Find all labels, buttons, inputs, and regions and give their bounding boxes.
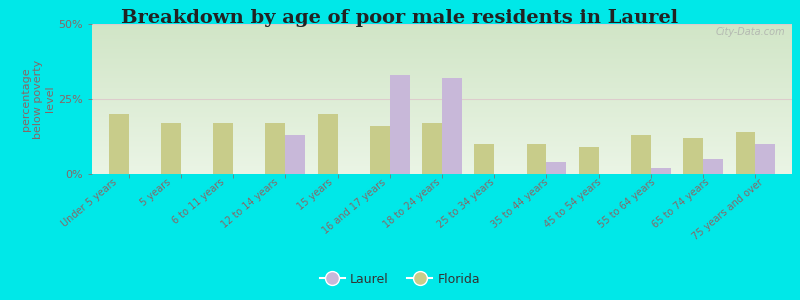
Bar	[109, 114, 129, 174]
Text: 55 to 64 years: 55 to 64 years	[597, 177, 658, 230]
Bar	[370, 126, 390, 174]
Bar	[579, 147, 598, 174]
Text: Breakdown by age of poor male residents in Laurel: Breakdown by age of poor male residents …	[122, 9, 678, 27]
Bar	[755, 144, 775, 174]
Text: 25 to 34 years: 25 to 34 years	[435, 177, 496, 230]
Bar	[422, 123, 442, 174]
Text: 65 to 74 years: 65 to 74 years	[650, 177, 711, 230]
Bar	[266, 123, 286, 174]
Text: 75 years and over: 75 years and over	[690, 177, 765, 242]
Bar	[318, 114, 338, 174]
Text: 6 to 11 years: 6 to 11 years	[171, 177, 226, 226]
Text: 18 to 24 years: 18 to 24 years	[382, 177, 442, 230]
Bar	[683, 138, 703, 174]
Bar	[631, 135, 651, 174]
Text: 5 years: 5 years	[138, 177, 173, 208]
Bar	[161, 123, 181, 174]
Text: 35 to 44 years: 35 to 44 years	[489, 177, 550, 230]
Bar	[703, 159, 723, 174]
Bar	[546, 162, 566, 174]
Text: 16 and 17 years: 16 and 17 years	[321, 177, 388, 236]
Bar	[735, 132, 755, 174]
Bar	[213, 123, 233, 174]
Text: City-Data.com: City-Data.com	[715, 27, 785, 37]
Text: 15 years: 15 years	[295, 177, 334, 212]
Text: Under 5 years: Under 5 years	[60, 177, 119, 229]
Legend: Laurel, Florida: Laurel, Florida	[315, 268, 485, 291]
Bar	[442, 78, 462, 174]
Bar	[526, 144, 546, 174]
Y-axis label: percentage
below poverty
level: percentage below poverty level	[21, 59, 55, 139]
Text: 12 to 14 years: 12 to 14 years	[220, 177, 281, 230]
Text: 45 to 54 years: 45 to 54 years	[543, 177, 603, 230]
Bar	[286, 135, 305, 174]
Bar	[651, 168, 671, 174]
Bar	[474, 144, 494, 174]
Bar	[390, 75, 410, 174]
